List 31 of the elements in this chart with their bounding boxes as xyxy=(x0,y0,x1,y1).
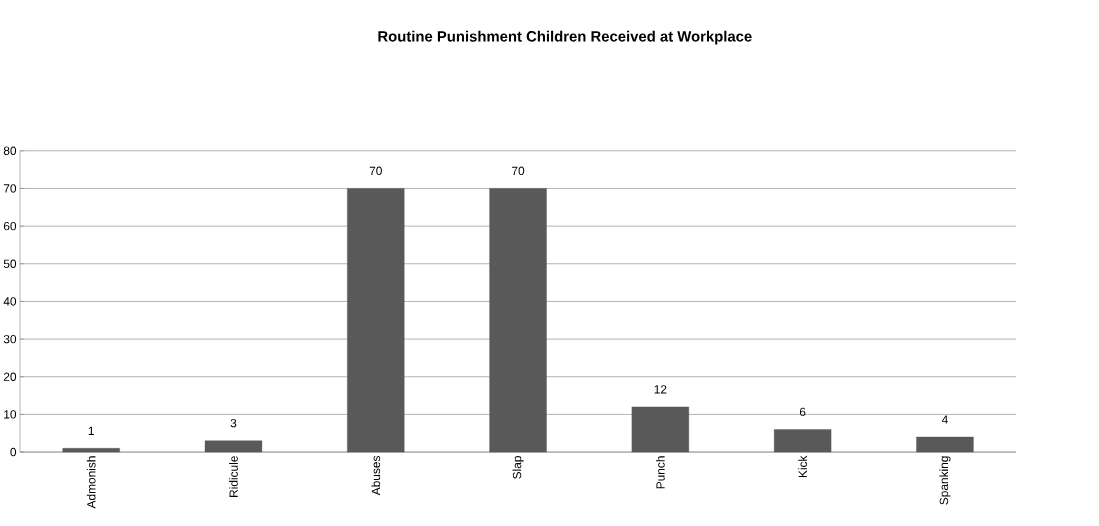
y-tick-label: 0 xyxy=(10,447,17,457)
data-label: 3 xyxy=(230,418,237,428)
bar xyxy=(62,447,120,453)
x-tick-label: Kick xyxy=(798,455,807,477)
y-tick-label: 30 xyxy=(3,334,17,344)
bar xyxy=(916,436,974,453)
bar xyxy=(489,188,547,453)
bar xyxy=(631,406,690,453)
data-label: 70 xyxy=(369,166,382,175)
data-label: 4 xyxy=(941,415,948,424)
data-label: 12 xyxy=(654,385,667,394)
y-tick-label: 20 xyxy=(3,372,17,381)
x-tick-label: Admonish xyxy=(86,456,96,509)
x-tick-label: Punch xyxy=(655,456,665,489)
x-tick-label: Ridicule xyxy=(229,456,238,497)
x-tick-label: Spanking xyxy=(939,456,951,505)
data-label: 6 xyxy=(799,407,806,416)
x-tick-label: Slap xyxy=(512,455,524,479)
data-label: 1 xyxy=(88,426,94,435)
bar xyxy=(347,188,405,453)
y-tick-label: 40 xyxy=(3,297,17,306)
y-tick-label: 10 xyxy=(4,410,17,419)
y-tick-label: 60 xyxy=(3,221,17,231)
y-tick-label: 70 xyxy=(3,184,17,193)
x-tick-label: Abuses xyxy=(371,455,381,496)
chart-title: Routine Punishment Children Received at Workplace xyxy=(378,30,752,45)
bar xyxy=(773,429,832,453)
data-label: 70 xyxy=(512,166,525,175)
bar xyxy=(204,440,263,453)
y-tick-label: 80 xyxy=(3,146,17,155)
y-tick-label: 50 xyxy=(3,259,17,268)
